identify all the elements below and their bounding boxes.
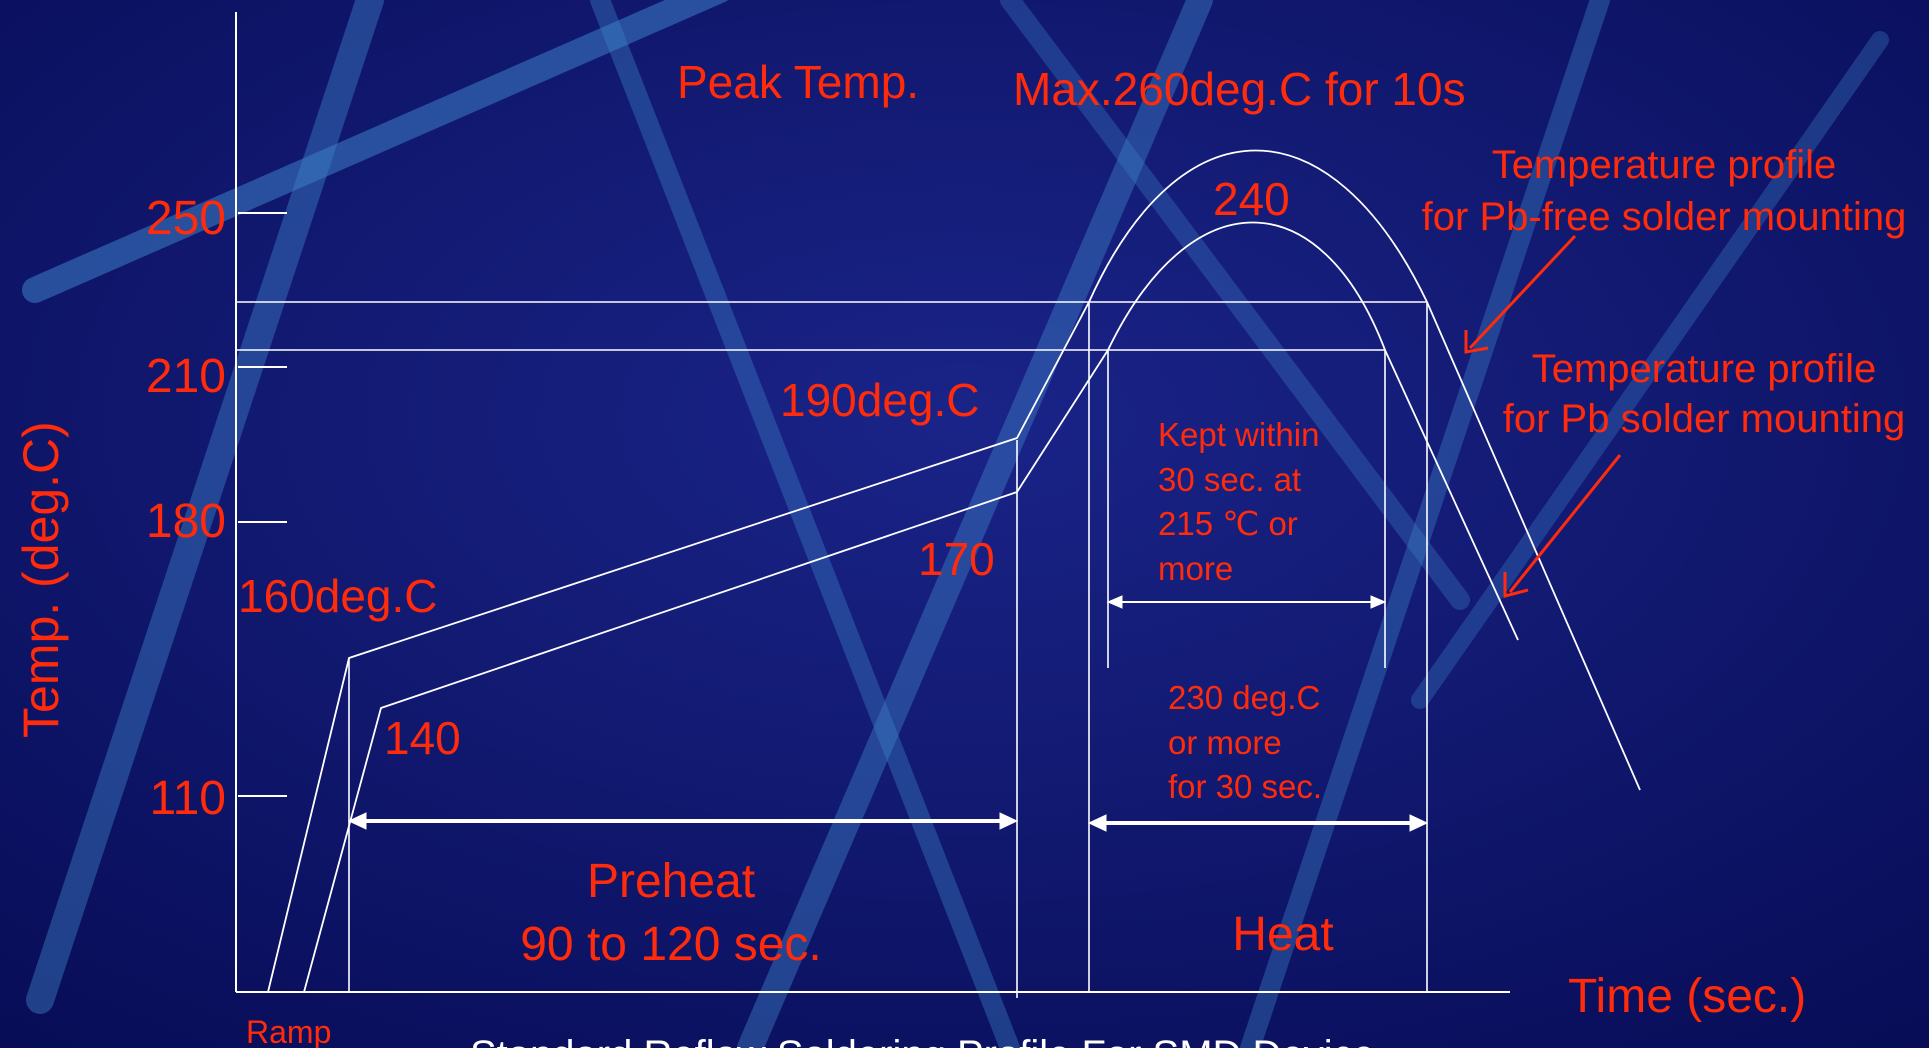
axes — [235, 12, 1510, 993]
pb-free-profile-label-line2: for Pb-free solder mounting — [1422, 195, 1907, 239]
pb-profile-curve — [303, 221, 1519, 993]
y-tick-label-210: 210 — [146, 350, 226, 403]
dimension-arrows — [347, 595, 1429, 832]
pb-profile-label-line2: for Pb solder mounting — [1503, 397, 1905, 441]
pointer-arrows — [1464, 234, 1622, 598]
preheat-start-pbfree-label: 160deg.C — [238, 570, 438, 622]
above230-line2: or more — [1168, 724, 1282, 761]
guide-lines — [348, 302, 1428, 998]
arrowhead-left — [1087, 814, 1107, 832]
above230-line3: for 30 sec. — [1168, 768, 1322, 805]
y-tick-label-180: 180 — [146, 495, 226, 548]
kept-within-line2: 30 sec. at — [1158, 461, 1301, 498]
pb-free-profile-curve — [267, 149, 1641, 993]
heat-label: Heat — [1232, 908, 1333, 961]
ramp-label: Ramp — [246, 1014, 331, 1048]
y-tick-label-250: 250 — [146, 192, 226, 245]
pb-free-profile-label-line1: Temperature profile — [1492, 143, 1837, 187]
threshold-lines — [236, 301, 1427, 351]
pb-pointer — [1508, 454, 1622, 593]
preheat-end-pb-label: 170 — [918, 533, 995, 585]
arrowhead-left — [1106, 595, 1123, 609]
arrowhead-right — [1370, 595, 1387, 609]
y-tick-label-110: 110 — [149, 772, 226, 825]
preheat-label: Preheat — [587, 855, 755, 908]
kept-within-line1: Kept within — [1158, 416, 1319, 453]
pb-free-pointer — [1468, 234, 1577, 350]
pb-pointer-head — [1503, 572, 1529, 598]
above230-line1: 230 deg.C — [1168, 679, 1320, 716]
kept-within-line3: 215 ℃ or — [1158, 505, 1298, 542]
arrowhead-left — [347, 812, 367, 830]
slide-caption: Standard Reflow Soldering Profile For SM… — [470, 1033, 1375, 1048]
pb-free-pointer-head — [1464, 330, 1489, 354]
y-axis-title: Temp. (deg.C) — [13, 421, 69, 738]
background-streaks — [22, 0, 1889, 1048]
preheat-start-pb-label: 140 — [384, 712, 461, 764]
profile-curves — [267, 149, 1641, 993]
pb-peak-label: 240 — [1213, 173, 1290, 225]
kept-within-line4: more — [1158, 550, 1233, 587]
max-peak-label: Max.260deg.C for 10s — [1013, 63, 1466, 115]
arrowhead-right — [1409, 814, 1429, 832]
x-axis-title: Time (sec.) — [1568, 970, 1806, 1023]
arrowhead-right — [999, 812, 1019, 830]
preheat-duration-label: 90 to 120 sec. — [520, 918, 822, 971]
pb-profile-label-line1: Temperature profile — [1532, 347, 1877, 391]
preheat-end-pbfree-label: 190deg.C — [780, 374, 980, 426]
peak-temp-label: Peak Temp. — [677, 56, 919, 108]
